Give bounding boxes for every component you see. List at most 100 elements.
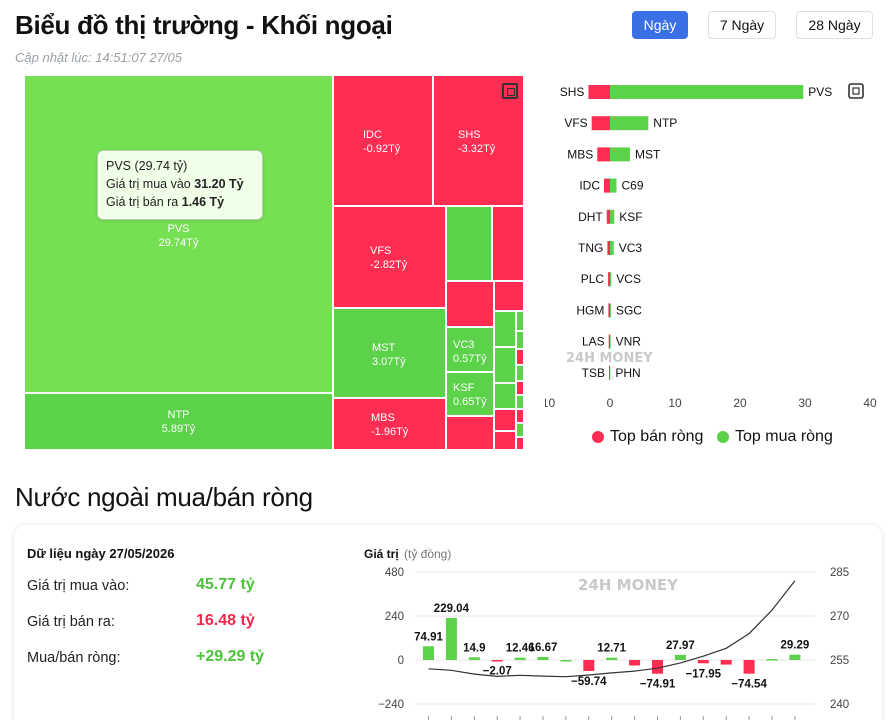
tile-small[interactable] [492, 206, 524, 281]
bar-sell[interactable] [607, 241, 610, 255]
tile-small[interactable] [494, 431, 516, 450]
tile-small[interactable] [516, 423, 524, 437]
net-bar[interactable] [468, 657, 480, 660]
bar-sell[interactable] [609, 365, 610, 380]
bar-buy[interactable] [610, 241, 614, 255]
tile-vc3[interactable]: VC3 0.57Tỷ [446, 327, 494, 372]
bar-buy[interactable] [610, 209, 615, 224]
tab-day[interactable]: Ngày [632, 11, 688, 39]
top-net-bar-chart: 24H MONEY SHS PVS VFS NTP MBS MST IDC C69 DHT KSF T… [545, 83, 877, 410]
tile-value: 3.07Tỷ [372, 356, 406, 368]
bar-sell[interactable] [608, 272, 610, 287]
bar-buy[interactable] [610, 303, 611, 318]
net-bar[interactable] [606, 657, 618, 660]
tab-7-days[interactable]: 7 Ngày [708, 11, 776, 39]
bar-buy-label: VCS [616, 272, 641, 286]
bar-value-label: −74.91 [640, 679, 676, 691]
watermark-text: 24H MONEY [566, 351, 653, 366]
net-bar[interactable] [743, 660, 755, 674]
bar-buy[interactable] [610, 116, 649, 131]
bar-buy[interactable] [610, 85, 804, 99]
bar-sell[interactable] [608, 303, 610, 318]
x-tick-label: 0 [607, 396, 614, 410]
net-bar[interactable] [674, 654, 686, 660]
legend-buy[interactable]: Top mua ròng [717, 428, 833, 446]
tile-small[interactable] [516, 437, 524, 450]
net-bar[interactable] [560, 660, 572, 662]
expand-icon[interactable] [502, 83, 518, 99]
legend-dot-icon [592, 431, 604, 443]
net-bar[interactable] [789, 654, 801, 660]
bar-buy[interactable] [610, 334, 611, 349]
tile-small[interactable] [516, 409, 524, 423]
tile-small[interactable] [494, 383, 516, 409]
tile-small[interactable] [516, 395, 524, 409]
bar-value-label: 27.97 [666, 640, 695, 652]
tab-28-days[interactable]: 28 Ngày [796, 11, 873, 39]
bar-buy[interactable] [610, 147, 630, 162]
net-bar[interactable] [537, 656, 549, 660]
tile-small[interactable] [516, 331, 524, 349]
bar-buy-label: PVS [808, 85, 832, 99]
net-flow-combo-chart: Giá trị (tỷ đồng)480 240 0 −240 285 270 255 240 2… [364, 547, 849, 720]
legend-sell[interactable]: Top bán ròng [592, 428, 703, 446]
tile-mst[interactable]: MST 3.07Tỷ [333, 308, 446, 398]
tile-value: -1.96Tỷ [371, 426, 409, 438]
bar-value-label: 29.29 [781, 640, 810, 652]
tile-small[interactable] [516, 349, 524, 365]
tile-small[interactable] [494, 311, 516, 347]
tile-ntp[interactable]: NTP 5.89Tỷ [24, 393, 333, 450]
y2-tick-label: 270 [830, 611, 849, 623]
net-bar[interactable] [445, 618, 457, 660]
net-bar[interactable] [766, 659, 778, 661]
net-bar[interactable] [423, 646, 434, 660]
tile-value: 0.57Tỷ [453, 353, 487, 365]
tile-small[interactable] [494, 409, 516, 431]
tile-vfs[interactable]: VFS -2.82Tỷ [333, 206, 446, 308]
tile-small[interactable] [446, 416, 494, 450]
expand-icon[interactable] [848, 83, 864, 99]
bar-sell[interactable] [608, 334, 610, 349]
bar-value-label: −17.95 [686, 668, 722, 680]
net-bar[interactable] [491, 660, 503, 662]
bar-buy[interactable] [610, 178, 617, 193]
bar-sell-label: PLC [581, 272, 605, 286]
tile-small[interactable] [516, 311, 524, 331]
net-bar[interactable] [629, 660, 641, 666]
bar-sell[interactable] [597, 147, 610, 162]
tile-small[interactable] [516, 381, 524, 395]
tile-small[interactable] [446, 281, 494, 327]
bar-sell[interactable] [604, 178, 610, 193]
tile-shs[interactable]: SHS -3.32Tỷ [433, 75, 524, 206]
tile-mbs[interactable]: MBS -1.96Tỷ [333, 398, 446, 450]
x-tick-label: 10 [668, 396, 682, 410]
tile-small[interactable] [446, 206, 492, 281]
net-bar[interactable] [697, 660, 709, 664]
net-bar[interactable] [583, 660, 595, 671]
tile-value: 29.74Tỷ [158, 237, 199, 249]
tile-small[interactable] [516, 365, 524, 381]
bar-sell[interactable] [591, 116, 610, 131]
net-bar[interactable] [720, 660, 732, 665]
y2-tick-label: 240 [830, 699, 849, 711]
net-bar[interactable] [652, 660, 663, 674]
tile-small[interactable] [494, 347, 516, 383]
x-tick-label: −10 [545, 396, 556, 410]
tile-small[interactable] [494, 281, 524, 311]
tile-value: -0.92Tỷ [363, 143, 401, 155]
tile-pvs[interactable]: PVS 29.74Tỷ [24, 75, 333, 393]
bar-value-label: 14.9 [463, 642, 485, 654]
bar-buy[interactable] [610, 272, 612, 287]
net-bar[interactable] [514, 657, 526, 660]
treemap-tooltip: PVS (29.74 tỷ) Giá trị mua vào 31.20 Tỷ … [97, 150, 263, 220]
tooltip-buy-value: 31.20 Tỷ [194, 177, 244, 191]
tile-symbol: VC3 [453, 339, 475, 351]
tile-ksf[interactable]: KSF 0.65Tỷ [446, 372, 494, 416]
tile-idc[interactable]: IDC -0.92Tỷ [333, 75, 433, 206]
bar-sell[interactable] [606, 209, 610, 224]
bar-sell-label: TNG [578, 241, 603, 255]
tooltip-sell-value: 1.46 Tỷ [181, 195, 225, 209]
bar-sell[interactable] [588, 85, 610, 99]
bar-sell-label: TSB [582, 366, 605, 380]
x-tick-label: 20 [733, 396, 747, 410]
